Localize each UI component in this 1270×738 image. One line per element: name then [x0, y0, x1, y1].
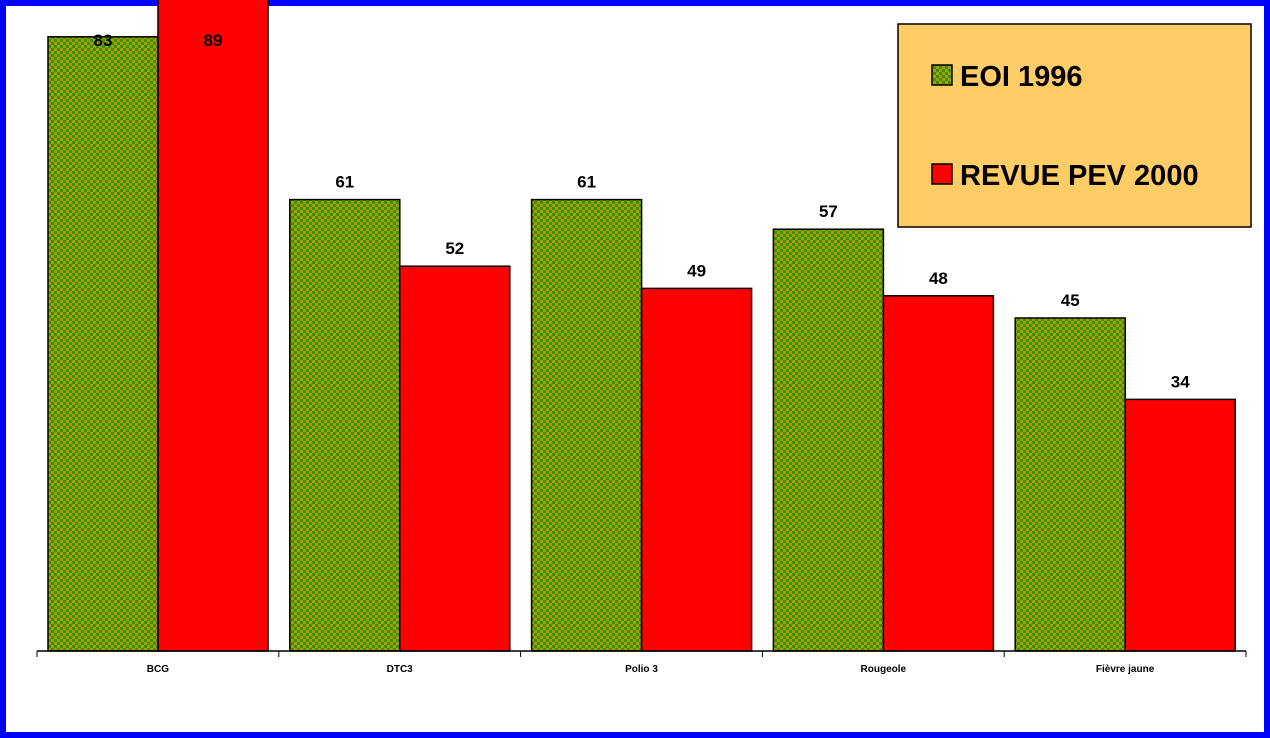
bar-revue-pev-2000-bcg [157, 0, 269, 652]
bar-eoi-1996-dtc3 [289, 198, 401, 652]
legend-swatch-revue-pev-2000 [931, 163, 953, 185]
value-labels: 83 89 61 52 61 49 57 48 45 34 [94, 31, 1191, 391]
bar-eoi-1996-rougeole [772, 228, 885, 652]
value-label-eoi-1996-bcg: 83 [94, 31, 113, 50]
value-label-revue-pev-2000-fievre-jaune: 34 [1171, 372, 1190, 391]
legend-label-revue-pev-2000: REVUE PEV 2000 [960, 160, 1199, 192]
category-label-dtc3: DTC3 [387, 664, 414, 675]
value-label-revue-pev-2000-rougeole: 48 [929, 269, 948, 288]
value-label-eoi-1996-fievre-jaune: 45 [1061, 291, 1080, 310]
bar-revue-pev-2000-polio-3 [640, 287, 753, 652]
category-label-polio-3: Polio 3 [625, 664, 658, 675]
bar-eoi-1996-bcg [47, 36, 159, 652]
bar-revue-pev-2000-fievre-jaune [1124, 398, 1236, 652]
value-label-eoi-1996-rougeole: 57 [819, 202, 838, 221]
legend-box [897, 23, 1252, 228]
value-label-revue-pev-2000-bcg: 89 [204, 31, 223, 50]
value-label-eoi-1996-polio-3: 61 [577, 173, 596, 192]
legend: EOI 1996 REVUE PEV 2000 [897, 23, 1252, 228]
category-label-bcg: BCG [147, 664, 169, 675]
category-label-rougeole: Rougeole [861, 664, 907, 675]
legend-swatch-eoi-1996 [931, 64, 953, 86]
category-label-fievre-jaune: Fièvre jaune [1096, 664, 1155, 675]
x-axis: BCG DTC3 Polio 3 Rougeole Fièvre jaune [36, 650, 1247, 675]
bar-revue-pev-2000-rougeole [882, 295, 995, 652]
bars-group [47, 0, 1236, 652]
value-label-eoi-1996-dtc3: 61 [335, 173, 354, 192]
legend-label-eoi-1996: EOI 1996 [960, 61, 1083, 93]
bar-revue-pev-2000-dtc3 [399, 265, 511, 652]
bar-eoi-1996-fievre-jaune [1014, 317, 1126, 652]
bar-eoi-1996-polio-3 [530, 198, 643, 652]
value-label-revue-pev-2000-polio-3: 49 [687, 261, 706, 280]
value-label-revue-pev-2000-dtc3: 52 [445, 239, 464, 258]
